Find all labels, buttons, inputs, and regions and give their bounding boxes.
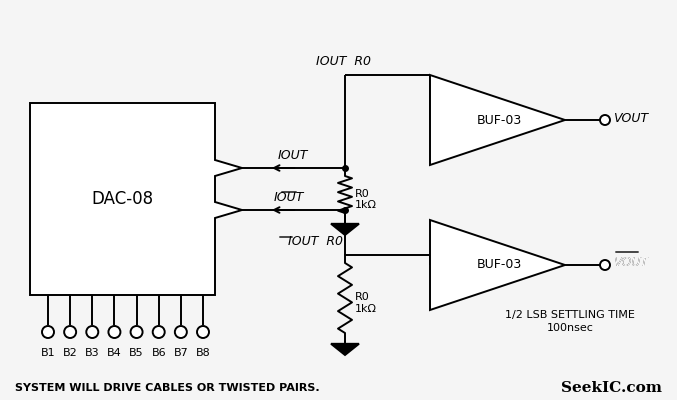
Text: VOUT: VOUT: [613, 256, 648, 270]
Polygon shape: [30, 103, 242, 295]
Text: B6: B6: [152, 348, 166, 358]
Text: BUF-03: BUF-03: [477, 258, 522, 272]
Text: B8: B8: [196, 348, 211, 358]
Polygon shape: [430, 75, 565, 165]
Text: DAC-08: DAC-08: [91, 190, 154, 208]
Text: B3: B3: [85, 348, 100, 358]
Text: VOUT: VOUT: [613, 112, 648, 124]
Text: B4: B4: [107, 348, 122, 358]
Circle shape: [131, 326, 143, 338]
Text: 1/2 LSB SETTLING TIME: 1/2 LSB SETTLING TIME: [505, 310, 635, 320]
Text: IOUT: IOUT: [274, 191, 304, 204]
Circle shape: [175, 326, 187, 338]
Circle shape: [600, 115, 610, 125]
Text: R0
1kΩ: R0 1kΩ: [355, 292, 377, 314]
Text: B1: B1: [41, 348, 56, 358]
Text: R0
1kΩ: R0 1kΩ: [355, 189, 377, 210]
Text: B2: B2: [63, 348, 78, 358]
Circle shape: [600, 260, 610, 270]
Polygon shape: [430, 220, 565, 310]
Circle shape: [86, 326, 98, 338]
Text: SYSTEM WILL DRIVE CABLES OR TWISTED PAIRS.: SYSTEM WILL DRIVE CABLES OR TWISTED PAIR…: [15, 383, 320, 393]
Text: IOUT  R0: IOUT R0: [288, 235, 343, 248]
Text: B7: B7: [173, 348, 188, 358]
Circle shape: [197, 326, 209, 338]
Polygon shape: [331, 344, 359, 355]
Circle shape: [42, 326, 54, 338]
Text: IOUT: IOUT: [278, 149, 308, 162]
Circle shape: [153, 326, 165, 338]
Text: 100nsec: 100nsec: [546, 323, 594, 333]
Circle shape: [64, 326, 76, 338]
Polygon shape: [331, 224, 359, 235]
Text: B5: B5: [129, 348, 144, 358]
Text: SeekIC.com: SeekIC.com: [561, 381, 662, 395]
Circle shape: [108, 326, 121, 338]
Text: IOUT  R0: IOUT R0: [315, 55, 370, 68]
Text: VOUT: VOUT: [613, 256, 648, 270]
Text: BUF-03: BUF-03: [477, 114, 522, 126]
